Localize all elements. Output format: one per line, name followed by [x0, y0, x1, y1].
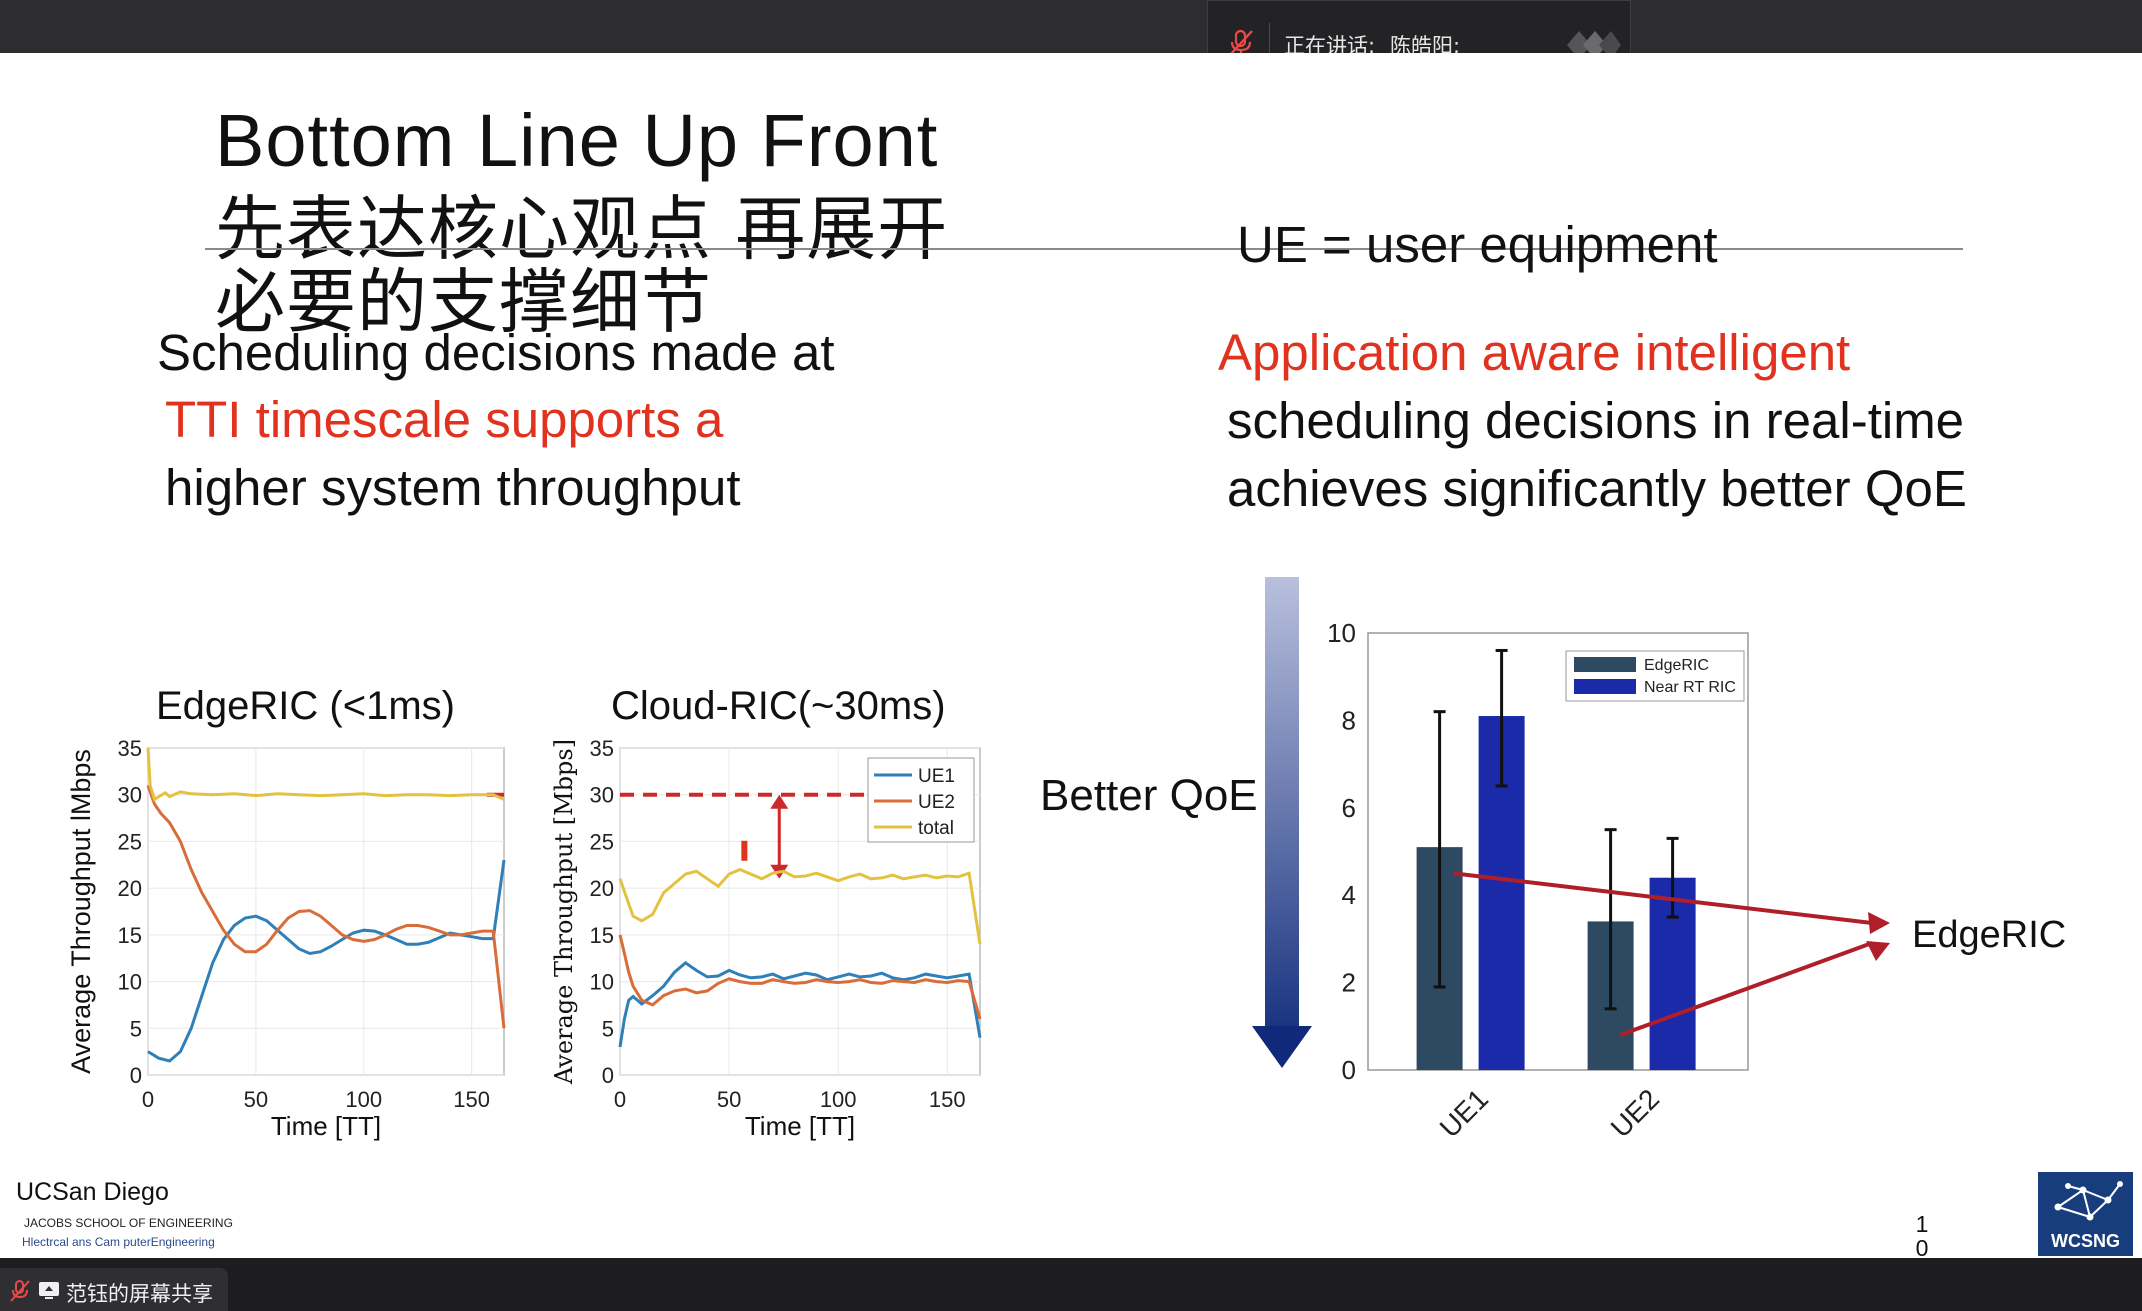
- edgeric-x-tick-label: 0: [142, 1087, 154, 1112]
- bar-y-tick-label: 4: [1342, 880, 1356, 910]
- ucsd-logo-text: UCSan Diego: [16, 1178, 169, 1206]
- meeting-bottom-bar: [0, 1258, 2142, 1311]
- cloudric-series-total: [618, 867, 982, 945]
- cloudric-series-ue2: [618, 934, 982, 1020]
- page-number-digit-2: 0: [1915, 1235, 1929, 1258]
- department-name: Hlectrcal ans Cam puterEngineering: [22, 1235, 215, 1249]
- screen-share-label: 范钰的屏幕共享: [66, 1282, 213, 1306]
- edgeric-callout-label: EdgeRIC: [1912, 914, 2066, 956]
- separator: [1269, 23, 1270, 57]
- right-text-line1: Application aware intelligent: [1218, 324, 1851, 381]
- cloudric-x-tick-label: 150: [929, 1087, 966, 1112]
- screen-share-icon: [39, 1282, 59, 1299]
- bar-legend-label: Near RT RIC: [1644, 679, 1736, 696]
- edgeric-pointer-line: [1453, 871, 1873, 925]
- right-text-line3: achieves significantly better QoE: [1227, 460, 1967, 517]
- meeting-top-bar: [0, 0, 2142, 53]
- cloudric-legend-label: total: [918, 818, 954, 839]
- shared-slide: Bottom Line Up Front 先表达核心观点 再展开 必要的支撑细节…: [0, 53, 2142, 1258]
- right-text-line2: scheduling decisions in real-time: [1227, 392, 1965, 449]
- cloudric-y-tick-label: 35: [590, 736, 614, 761]
- left-text-line3: higher system throughput: [165, 459, 741, 516]
- edgeric-y-tick-label: 5: [130, 1016, 142, 1041]
- left-text-line1: Scheduling decisions made at: [157, 324, 835, 381]
- edgeric-y-tick-label: 20: [118, 876, 142, 901]
- edgeric-chart-title: EdgeRIC (<1ms): [156, 684, 455, 728]
- cloudric-x-axis-label: Time [TT]: [745, 1111, 855, 1141]
- bar-y-tick-label: 2: [1342, 968, 1356, 998]
- cloudric-legend-label: UE1: [918, 766, 955, 787]
- cloudric-chart-title: Cloud-RIC(~30ms): [611, 684, 946, 728]
- cloudric-x-tick-label: 100: [820, 1087, 857, 1112]
- edgeric-y-tick-label: 10: [118, 970, 142, 995]
- title-divider: [205, 248, 1963, 250]
- school-name: JACOBS SCHOOL OF ENGINEERING: [24, 1216, 233, 1230]
- muted-mic-icon[interactable]: [1226, 28, 1256, 58]
- edgeric-y-tick-label: 0: [130, 1063, 142, 1088]
- cloudric-series-ue1: [618, 961, 982, 1048]
- cloudric-y-tick-label: 25: [590, 829, 614, 854]
- edgeric-y-tick-label: 35: [118, 736, 142, 761]
- ue-definition: UE = user equipment: [1237, 216, 1718, 273]
- bar-y-tick-label: 10: [1327, 618, 1356, 648]
- qoe-bar-chart: 0 2 4 6 8 10 UE1 UE2 EdgeRIC Near RT RIC EdgeRIC: [1327, 618, 2066, 1144]
- edgeric-pointer-line: [1619, 941, 1873, 1037]
- edgeric-x-tick-label: 100: [345, 1087, 382, 1112]
- muted-mic-icon: [10, 1280, 30, 1302]
- edgeric-throughput-chart: EdgeRIC (<1ms) 0 50 100 150 0 5 10 15 20 25 30 35 Tim…: [66, 684, 506, 1141]
- edgeric-pointer-arrowhead: [1868, 912, 1890, 934]
- edgeric-x-tick-label: 150: [453, 1087, 490, 1112]
- edgeric-series-ue1: [147, 859, 506, 1063]
- edgeric-y-tick-label: 30: [118, 783, 142, 808]
- edgeric-series-ue2: [146, 784, 506, 1029]
- edgeric-y-tick-label: 15: [118, 923, 142, 948]
- cloudric-y-tick-label: 30: [590, 783, 614, 808]
- bar-legend-label: EdgeRIC: [1644, 657, 1709, 674]
- better-qoe-label: Better QoE: [1040, 771, 1258, 820]
- bar-y-tick-label: 8: [1342, 705, 1356, 735]
- bar-legend-swatch: [1574, 657, 1636, 672]
- screen-share-indicator[interactable]: 范钰的屏幕共享: [0, 1268, 228, 1311]
- better-qoe-arrow: [1252, 577, 1312, 1068]
- cloudric-y-tick-label: 20: [590, 876, 614, 901]
- speaker-avatar: [1567, 31, 1621, 59]
- bar-y-tick-label: 0: [1342, 1055, 1356, 1085]
- cloudric-red-marker: [741, 840, 748, 861]
- cloudric-y-tick-label: 0: [602, 1063, 614, 1088]
- edgeric-y-tick-label: 25: [118, 829, 142, 854]
- slide-title-cn-1: 先表达核心观点 再展开: [215, 188, 949, 270]
- edgeric-x-axis-label: Time [TT]: [271, 1111, 381, 1141]
- cloudric-gap-arrowhead-top: [770, 794, 789, 809]
- cloudric-y-tick-label: 5: [602, 1016, 614, 1041]
- left-text-line2: TTI timescale supports a: [165, 391, 724, 448]
- cloudric-x-tick-label: 0: [614, 1087, 626, 1112]
- cloudric-y-tick-label: 10: [590, 970, 614, 995]
- cloudric-y-axis-label: Average Throughput [Mbps]: [550, 739, 578, 1085]
- cloudric-y-tick-label: 15: [590, 923, 614, 948]
- edgeric-series-total: [146, 747, 505, 802]
- edgeric-pointer-arrowhead: [1866, 941, 1890, 961]
- cloudric-x-tick-label: 50: [717, 1087, 741, 1112]
- bar-category-label: UE1: [1434, 1083, 1494, 1143]
- edgeric-y-axis-label: Average Throughput lMbps: [66, 749, 96, 1074]
- wcsng-logo-text: WCSNG: [2051, 1231, 2120, 1251]
- edgeric-x-tick-label: 50: [244, 1087, 268, 1112]
- network-graph-icon: [2054, 1181, 2123, 1221]
- bar-category-label: UE2: [1605, 1083, 1665, 1143]
- slide-title: Bottom Line Up Front: [215, 99, 939, 182]
- page-number-digit-1: 1: [1915, 1211, 1929, 1237]
- edgeric-plot-area: [147, 747, 505, 1076]
- wcsng-logo: WCSNG: [2038, 1172, 2133, 1256]
- cloudric-throughput-chart: Cloud-RIC(~30ms) 0 50 100 150 0 5 10 15 20 25 30 35 T…: [550, 684, 982, 1141]
- bar-y-tick-label: 6: [1342, 793, 1356, 823]
- cloudric-legend-label: UE2: [918, 792, 955, 813]
- slide-title-cn-2: 必要的支撑细节: [215, 261, 712, 343]
- bar-legend-swatch: [1574, 679, 1636, 694]
